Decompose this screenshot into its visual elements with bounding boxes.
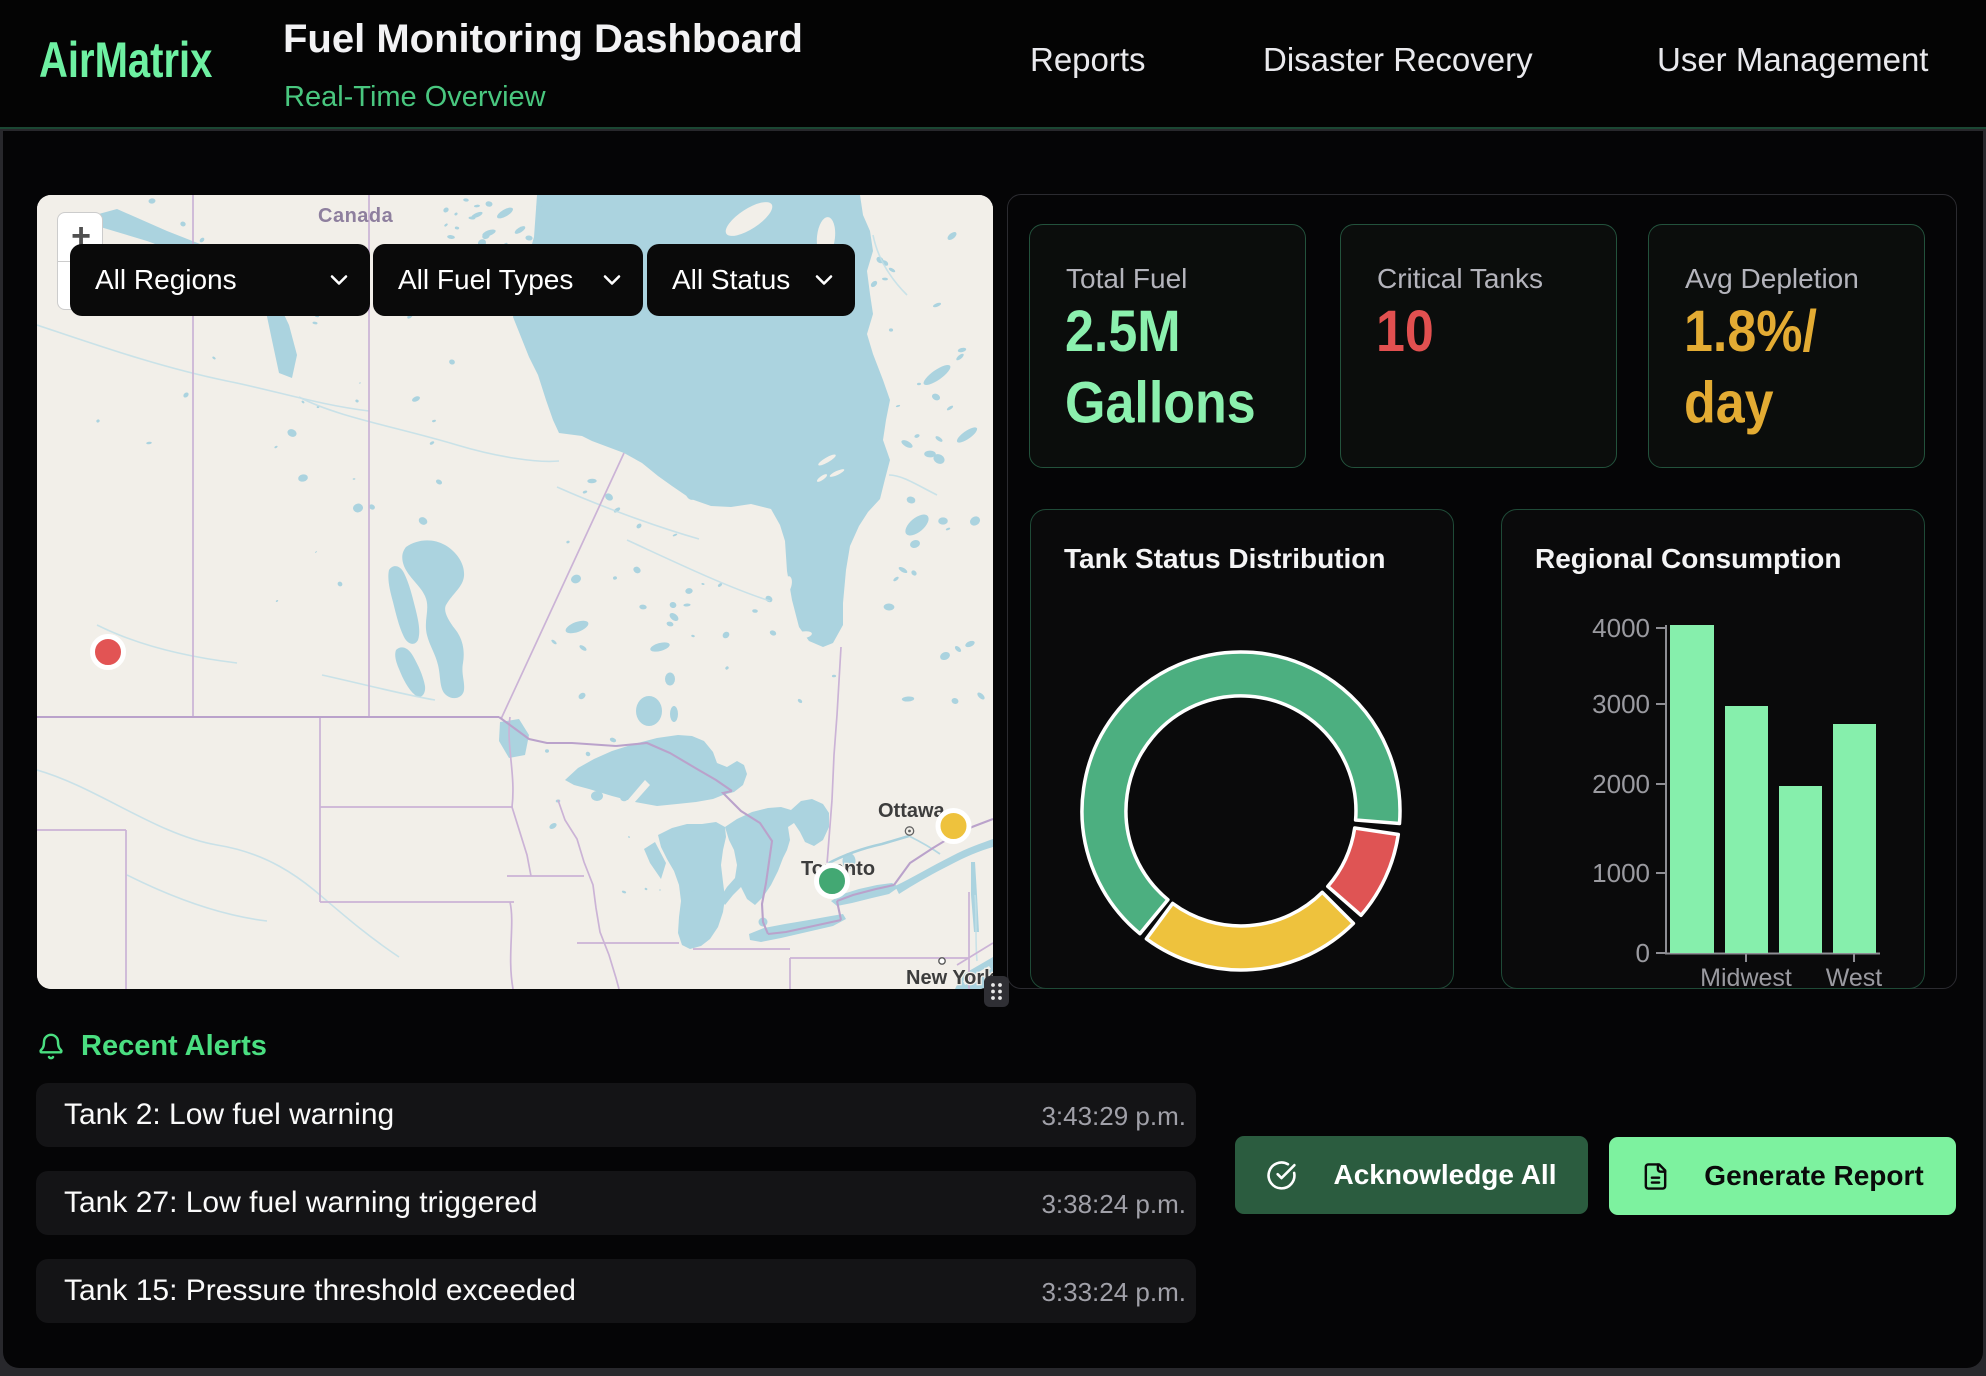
svg-text:Midwest: Midwest bbox=[1700, 964, 1792, 989]
svg-text:1000: 1000 bbox=[1592, 858, 1650, 888]
svg-text:Canada: Canada bbox=[318, 205, 394, 227]
svg-text:0: 0 bbox=[1636, 938, 1650, 968]
svg-text:3000: 3000 bbox=[1592, 689, 1650, 719]
svg-text:4000: 4000 bbox=[1592, 613, 1650, 643]
svg-text:West: West bbox=[1826, 964, 1883, 989]
svg-text:2000: 2000 bbox=[1592, 769, 1650, 799]
svg-text:Ottawa: Ottawa bbox=[878, 800, 946, 822]
svg-text:New York: New York bbox=[906, 967, 993, 989]
